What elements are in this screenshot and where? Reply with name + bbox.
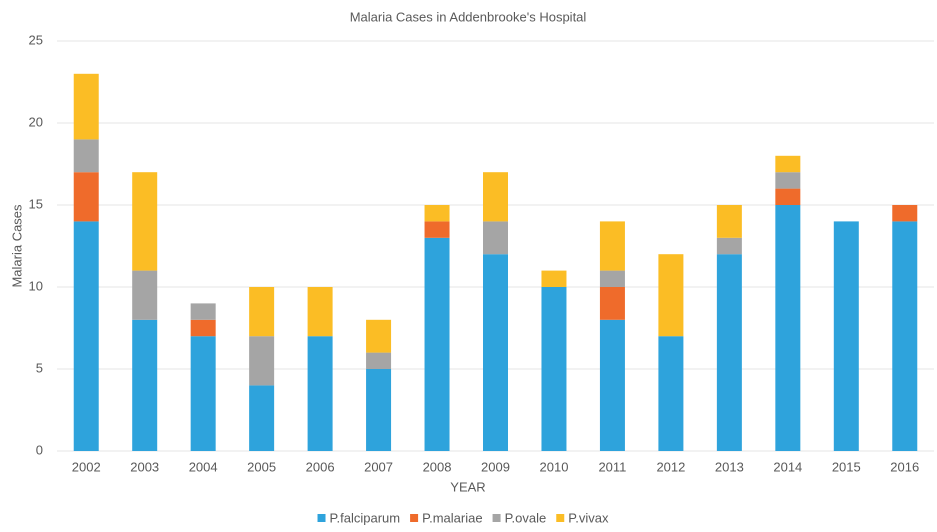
y-tick-label: 25 <box>29 32 43 47</box>
bar-segment <box>833 221 859 451</box>
bar-segment <box>190 336 216 451</box>
x-tick-label: 2010 <box>540 459 569 474</box>
bar-segment <box>775 188 801 205</box>
y-tick-label: 20 <box>29 114 43 129</box>
x-tick-label: 2004 <box>189 459 218 474</box>
bar-segment <box>73 139 99 173</box>
y-axis-label: Malaria Cases <box>9 204 24 288</box>
bar-segment <box>366 352 392 369</box>
y-tick-label: 5 <box>36 360 43 375</box>
bar-segment <box>716 237 742 255</box>
x-axis-label: YEAR <box>450 479 485 494</box>
legend-swatch <box>556 514 565 522</box>
bar-segment <box>483 221 508 255</box>
bar-segment <box>132 319 158 451</box>
x-tick-label: 2005 <box>247 459 276 474</box>
bar-segment <box>132 172 158 271</box>
bar-segment <box>716 205 742 238</box>
bar-segment <box>775 172 801 189</box>
chart-title: Malaria Cases in Addenbrooke's Hospital <box>350 9 587 24</box>
bar-segment <box>366 319 392 353</box>
x-tick-label: 2006 <box>306 459 335 474</box>
bar-segment <box>73 172 99 222</box>
bar-segment <box>541 270 567 287</box>
x-tick-label: 2009 <box>481 459 510 474</box>
bar-segment <box>307 287 333 337</box>
bar-segment <box>249 287 275 337</box>
y-tick-label: 15 <box>29 196 43 211</box>
x-tick-label: 2002 <box>72 459 101 474</box>
x-tick-label: 2012 <box>656 459 685 474</box>
legend-swatch <box>492 514 501 522</box>
x-tick-label: 2008 <box>423 459 452 474</box>
bar-segment <box>249 336 275 386</box>
y-tick-label: 0 <box>36 442 43 457</box>
bar-segment <box>424 221 450 238</box>
bar-segment <box>483 254 508 451</box>
bar-segment <box>366 369 392 451</box>
bar-segment <box>190 303 216 320</box>
bar-segment <box>424 237 450 451</box>
bar-segment <box>775 155 801 173</box>
bar-segment <box>599 221 625 271</box>
bar-segment <box>599 287 625 320</box>
legend-label: P.vivax <box>568 510 609 525</box>
bar-segment <box>424 205 450 222</box>
legend-swatch <box>317 514 326 522</box>
legend-label: P.ovale <box>505 510 547 525</box>
bar-segment <box>892 205 918 222</box>
legend-swatch <box>410 514 419 522</box>
x-tick-label: 2016 <box>890 459 919 474</box>
x-tick-label: 2013 <box>715 459 744 474</box>
bar-segment <box>658 254 684 337</box>
bar-segment <box>775 205 801 451</box>
bar-segment <box>599 270 625 287</box>
bar-segment <box>658 336 684 451</box>
bar-segment <box>716 254 742 451</box>
x-tick-label: 2003 <box>130 459 159 474</box>
bar-segment <box>132 270 158 320</box>
y-tick-label: 10 <box>29 278 43 293</box>
legend-label: P.falciparum <box>330 510 401 525</box>
bar-segment <box>892 221 918 451</box>
bar-segment <box>190 319 216 337</box>
x-tick-label: 2015 <box>832 459 861 474</box>
x-tick-label: 2007 <box>364 459 393 474</box>
bar-segment <box>541 287 567 451</box>
bar-segment <box>307 336 333 451</box>
legend-label: P.malariae <box>422 510 482 525</box>
bar-segment <box>73 73 99 140</box>
bar-segment <box>73 221 99 451</box>
bar-segment <box>249 385 275 451</box>
x-tick-label: 2011 <box>598 459 626 474</box>
x-tick-label: 2014 <box>773 459 802 474</box>
bar-segment <box>599 319 625 451</box>
bar-segment <box>483 172 508 222</box>
